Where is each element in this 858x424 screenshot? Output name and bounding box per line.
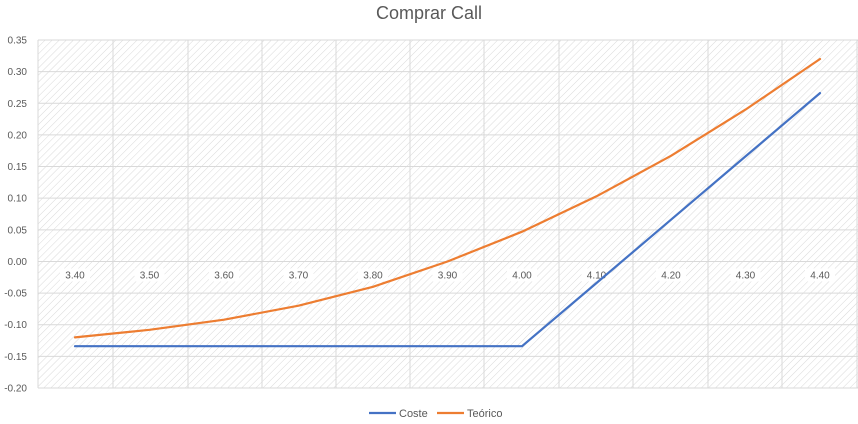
y-tick-label: 0.25 <box>8 99 28 110</box>
y-tick-label: 0.10 <box>8 194 28 205</box>
x-tick-label: 4.20 <box>661 270 681 281</box>
y-tick-label: 0.20 <box>8 130 28 141</box>
y-tick-label: 0.35 <box>8 36 28 47</box>
x-tick-label-background <box>730 268 761 282</box>
y-tick-label: 0.00 <box>8 257 28 268</box>
series-lines <box>73 57 822 348</box>
x-tick-label: 4.10 <box>587 270 607 281</box>
y-tick-label: 0.15 <box>8 162 28 173</box>
x-tick-label-background <box>209 268 239 282</box>
x-tick-label: 3.90 <box>438 270 458 281</box>
x-tick-label: 4.40 <box>810 270 830 281</box>
x-tick-label: 3.60 <box>214 270 234 281</box>
x-tick-label-background <box>134 268 165 282</box>
x-tick-label: 3.50 <box>140 270 160 281</box>
x-tick-label-background <box>358 268 388 282</box>
y-axis-ticks: 0.35 0.30 0.25 0.20 0.15 0.10 0.05 0.00 -0.05 -0.… <box>4 36 27 395</box>
y-tick-label: -0.10 <box>4 320 27 331</box>
legend-label: Coste <box>399 408 428 420</box>
y-tick-label: -0.20 <box>4 384 27 395</box>
x-tick-label: 3.80 <box>363 270 383 281</box>
x-tick-label-background <box>581 268 612 282</box>
y-tick-label: 0.30 <box>8 67 28 78</box>
y-tick-label: -0.05 <box>4 289 27 300</box>
x-tick-label: 4.00 <box>512 270 532 281</box>
legend: Coste Teórico <box>369 408 502 420</box>
x-tick-label-background <box>60 268 90 282</box>
x-tick-label-background <box>805 268 835 282</box>
x-axis-ticks: 3.40 3.50 3.60 3.70 3.80 3.90 4.00 4.10 4.20 4.30… <box>60 268 835 282</box>
legend-label: Teórico <box>467 408 502 420</box>
x-tick-label: 4.30 <box>736 270 756 281</box>
x-tick-label: 3.70 <box>289 270 309 281</box>
x-tick-label-background <box>656 268 686 282</box>
y-tick-label: -0.15 <box>4 352 27 363</box>
x-tick-label-background <box>507 268 537 282</box>
x-tick-label-background <box>283 268 314 282</box>
y-tick-label: 0.05 <box>8 225 28 236</box>
plot-background <box>38 40 858 388</box>
grid-lines <box>37 39 858 389</box>
series-line-1 <box>73 57 822 339</box>
x-tick-label: 3.40 <box>65 270 85 281</box>
series-line-0 <box>73 91 822 348</box>
chart-title: Comprar Call <box>376 3 482 23</box>
plot-area <box>38 40 858 388</box>
x-tick-label-background <box>432 268 463 282</box>
